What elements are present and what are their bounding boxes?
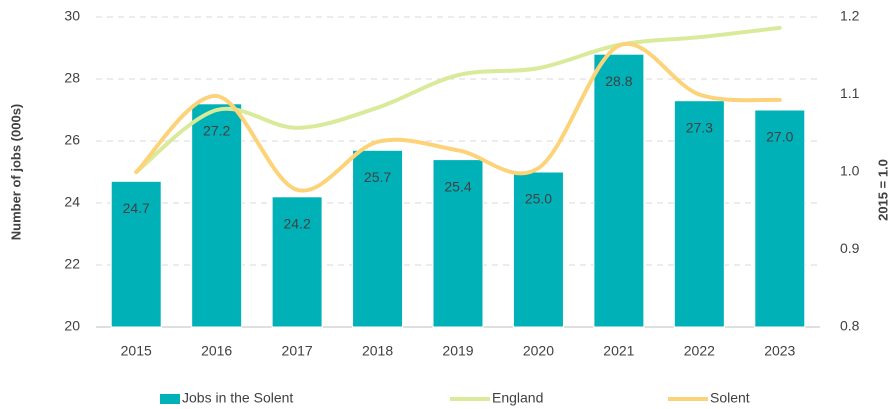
bar	[512, 171, 564, 328]
y2-tick-label: 0.8	[840, 318, 860, 334]
legend-label: England	[492, 390, 543, 406]
bar	[673, 100, 725, 328]
bar	[271, 196, 323, 328]
data-label: 27.3	[686, 119, 713, 135]
y-tick-label: 26	[64, 132, 80, 148]
x-tick-label: 2019	[442, 343, 473, 359]
legend-label: Solent	[710, 390, 750, 406]
x-tick-label: 2020	[523, 343, 554, 359]
x-tick-label: 2018	[362, 343, 393, 359]
x-tick-label: 2023	[764, 343, 795, 359]
x-tick-label: 2016	[201, 343, 232, 359]
data-label: 24.7	[123, 200, 150, 216]
legend-label: Jobs in the Solent	[182, 390, 293, 406]
x-tick-label: 2015	[121, 343, 152, 359]
y-tick-label: 22	[64, 256, 80, 272]
bar	[593, 53, 645, 328]
bar	[110, 180, 162, 328]
data-label: 27.0	[766, 129, 793, 145]
y2-axis-title: 2015 = 1.0	[875, 159, 890, 221]
y-tick-label: 28	[64, 70, 80, 86]
data-label: 24.2	[283, 216, 310, 232]
legend-swatch	[160, 394, 180, 404]
y2-tick-label: 1.0	[840, 163, 860, 179]
y-tick-label: 30	[64, 8, 80, 24]
y-axis-title: Number of jobs (000s)	[8, 104, 23, 241]
data-label: 28.8	[605, 73, 632, 89]
bar	[432, 159, 484, 328]
data-label: 25.4	[444, 178, 471, 194]
data-label: 25.0	[525, 191, 552, 207]
x-tick-label: 2022	[684, 343, 715, 359]
y-tick-label: 20	[64, 318, 80, 334]
x-tick-label: 2017	[282, 343, 313, 359]
y-tick-label: 24	[64, 194, 80, 210]
y2-tick-label: 1.2	[840, 8, 860, 24]
x-tick-label: 2021	[603, 343, 634, 359]
bar	[754, 109, 806, 328]
bar	[191, 103, 243, 328]
line	[134, 41, 782, 193]
y2-tick-label: 0.9	[840, 240, 860, 256]
data-label: 25.7	[364, 169, 391, 185]
data-label: 27.2	[203, 123, 230, 139]
bar	[352, 149, 404, 328]
y2-tick-label: 1.1	[840, 85, 860, 101]
